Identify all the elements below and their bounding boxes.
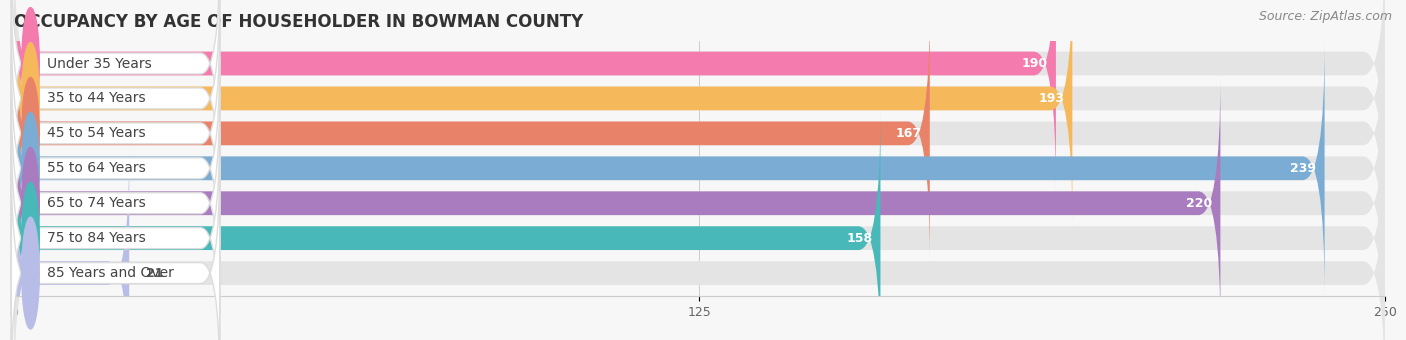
Text: 158: 158 <box>846 232 872 245</box>
FancyBboxPatch shape <box>11 126 219 340</box>
Circle shape <box>21 217 39 329</box>
FancyBboxPatch shape <box>11 0 219 175</box>
FancyBboxPatch shape <box>14 40 1324 296</box>
Circle shape <box>21 78 39 189</box>
Text: 190: 190 <box>1022 57 1047 70</box>
FancyBboxPatch shape <box>14 0 1056 191</box>
Circle shape <box>21 42 39 154</box>
FancyBboxPatch shape <box>14 75 1385 331</box>
Circle shape <box>21 182 39 294</box>
Text: 65 to 74 Years: 65 to 74 Years <box>46 196 146 210</box>
FancyBboxPatch shape <box>11 21 219 245</box>
FancyBboxPatch shape <box>11 91 219 315</box>
Text: Under 35 Years: Under 35 Years <box>46 56 152 70</box>
FancyBboxPatch shape <box>11 161 219 340</box>
FancyBboxPatch shape <box>14 145 129 340</box>
Text: 193: 193 <box>1038 92 1064 105</box>
Text: 55 to 64 Years: 55 to 64 Years <box>46 161 146 175</box>
Text: 220: 220 <box>1185 197 1212 210</box>
Text: 85 Years and Over: 85 Years and Over <box>46 266 174 280</box>
FancyBboxPatch shape <box>14 40 1385 296</box>
FancyBboxPatch shape <box>14 110 880 340</box>
Text: Source: ZipAtlas.com: Source: ZipAtlas.com <box>1258 10 1392 23</box>
FancyBboxPatch shape <box>14 0 1385 226</box>
FancyBboxPatch shape <box>14 75 1220 331</box>
FancyBboxPatch shape <box>14 0 1385 191</box>
Text: 239: 239 <box>1291 162 1316 175</box>
Text: 45 to 54 Years: 45 to 54 Years <box>46 126 146 140</box>
FancyBboxPatch shape <box>14 110 1385 340</box>
Text: 21: 21 <box>146 267 163 279</box>
FancyBboxPatch shape <box>14 5 929 261</box>
FancyBboxPatch shape <box>11 0 219 210</box>
Text: 35 to 44 Years: 35 to 44 Years <box>46 91 146 105</box>
FancyBboxPatch shape <box>14 5 1385 261</box>
Text: 75 to 84 Years: 75 to 84 Years <box>46 231 146 245</box>
Circle shape <box>21 147 39 259</box>
FancyBboxPatch shape <box>14 0 1073 226</box>
FancyBboxPatch shape <box>11 56 219 280</box>
FancyBboxPatch shape <box>14 145 1385 340</box>
Circle shape <box>21 113 39 224</box>
Text: 167: 167 <box>896 127 921 140</box>
Circle shape <box>21 7 39 119</box>
Text: OCCUPANCY BY AGE OF HOUSEHOLDER IN BOWMAN COUNTY: OCCUPANCY BY AGE OF HOUSEHOLDER IN BOWMA… <box>14 13 583 31</box>
